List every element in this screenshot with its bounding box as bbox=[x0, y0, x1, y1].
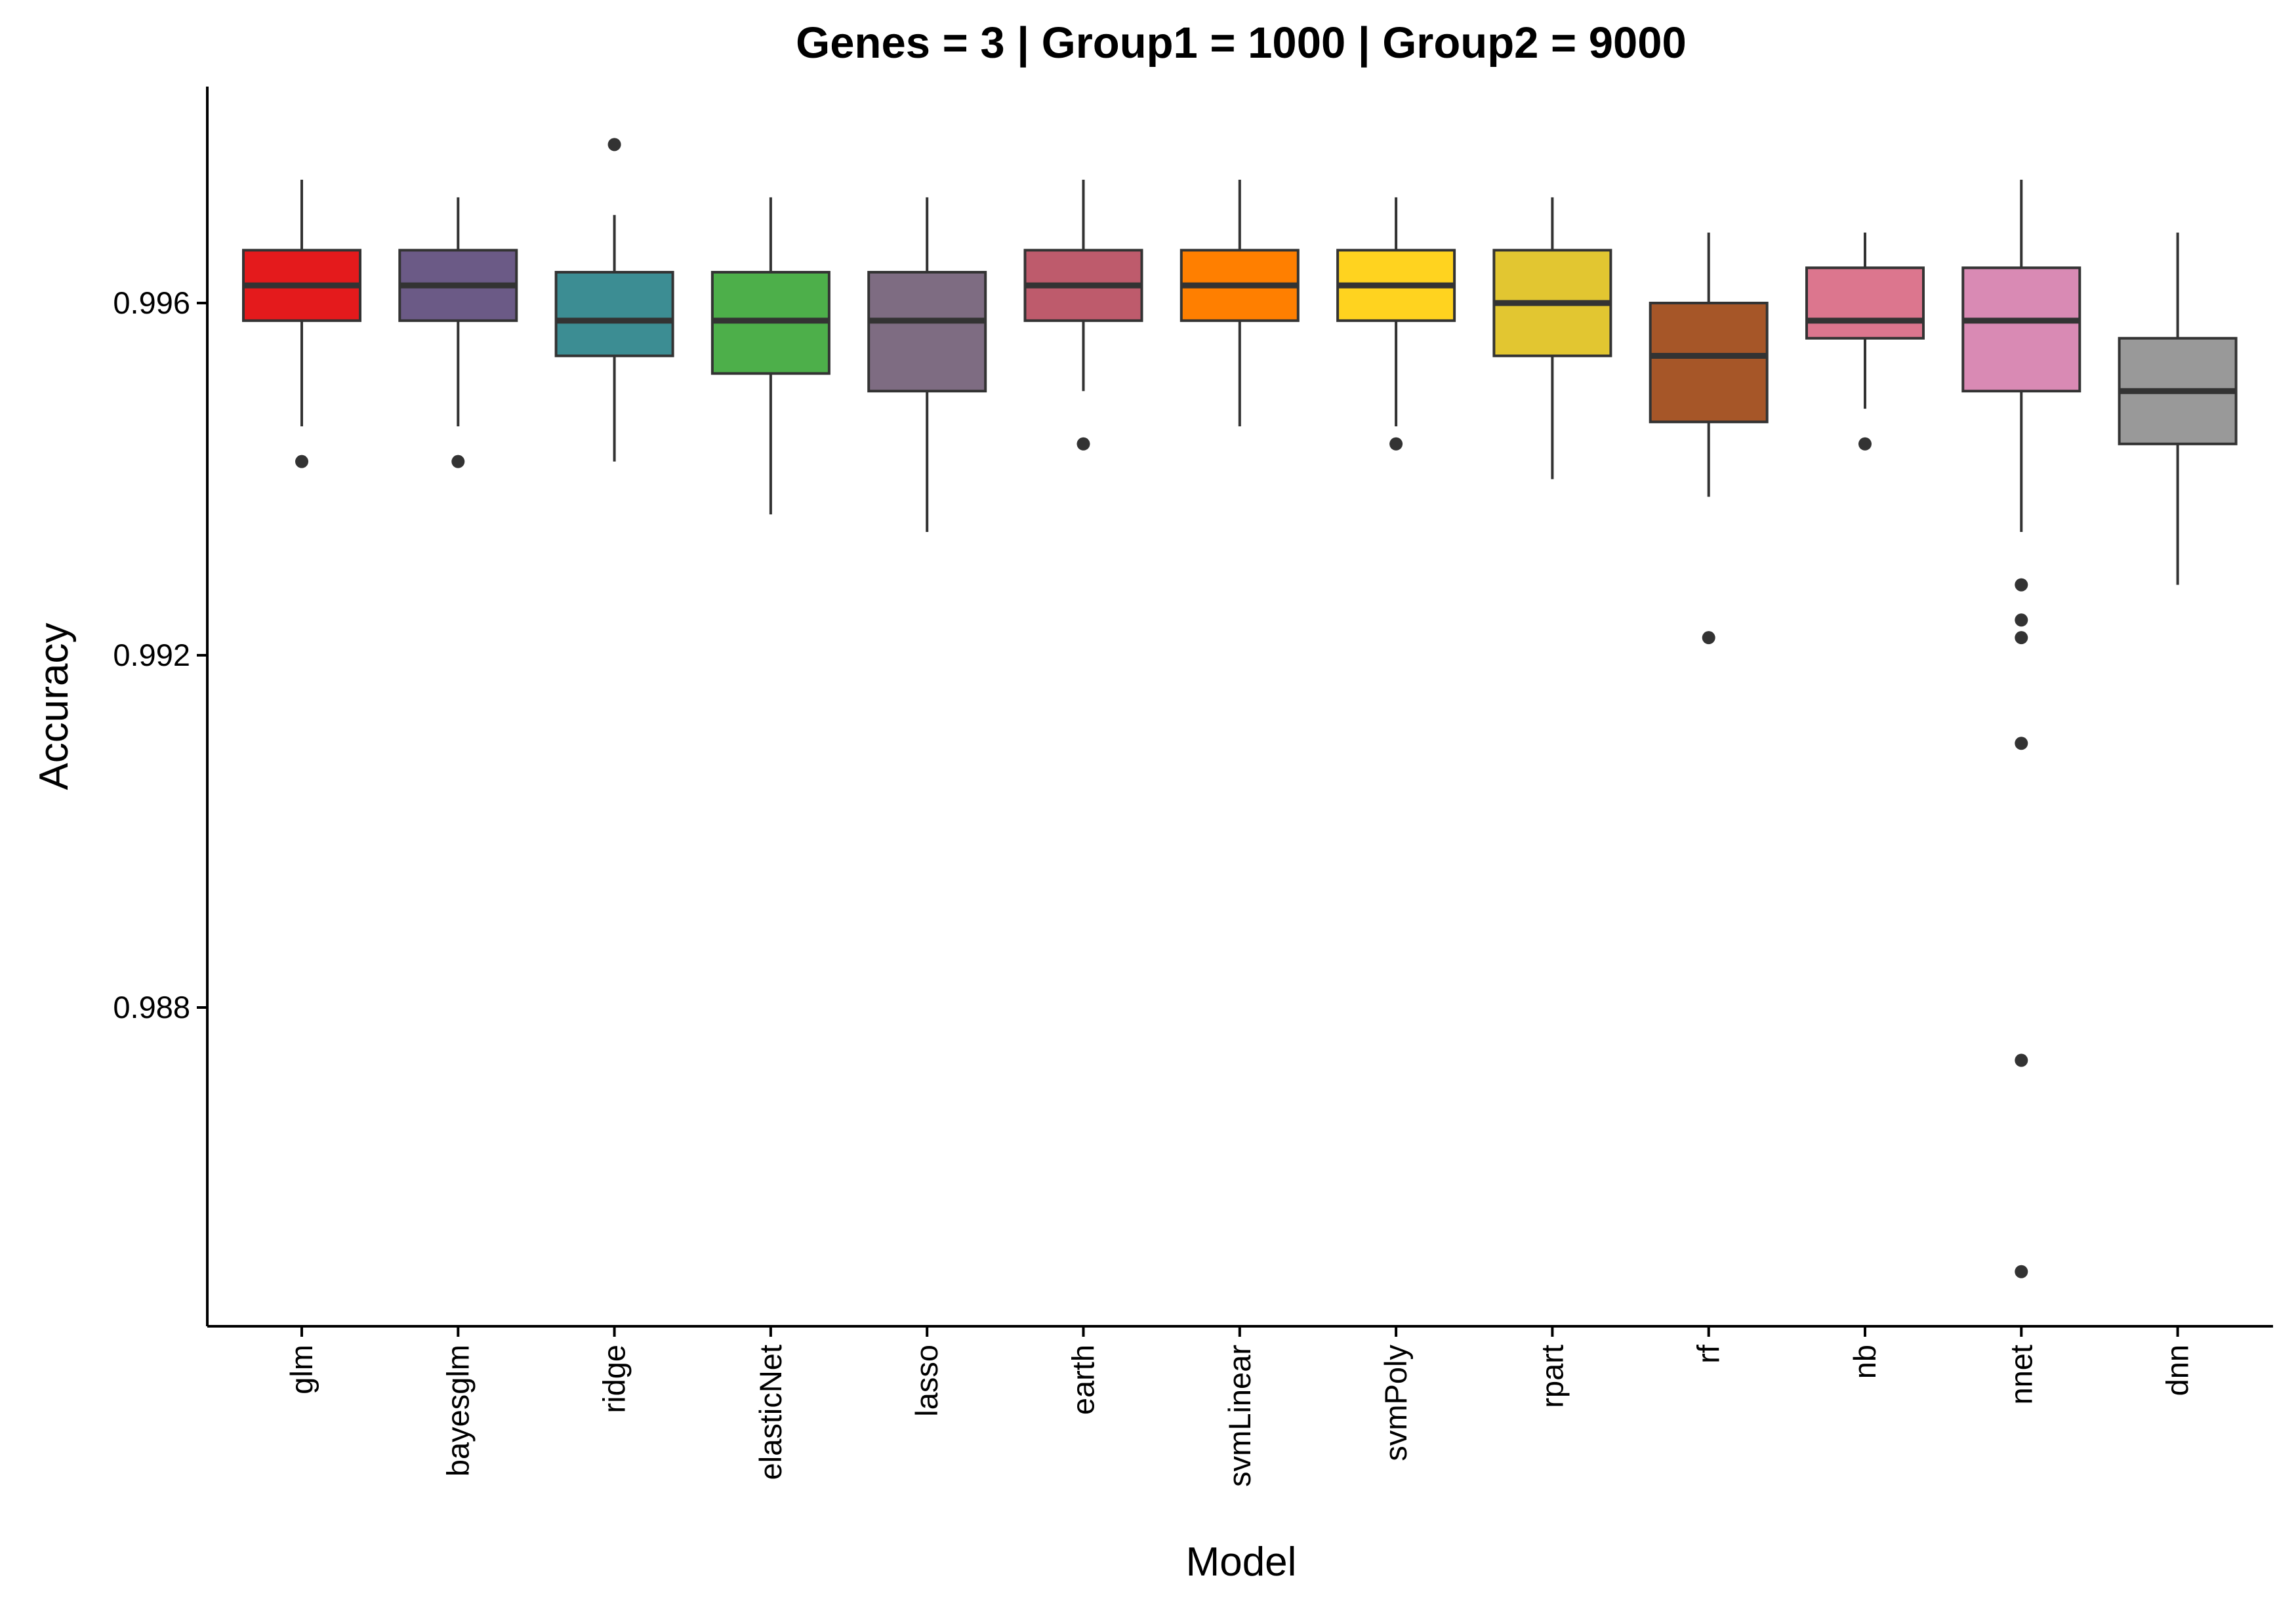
box-rpart bbox=[1492, 197, 1612, 479]
x-axis-title: Model bbox=[1186, 1539, 1297, 1585]
box-svmPoly bbox=[1336, 197, 1456, 451]
outlier-point bbox=[295, 455, 308, 468]
y-axis-ticks: 0.988 0.992 0.996 bbox=[113, 285, 207, 1025]
x-tick-label: nb bbox=[1847, 1345, 1882, 1379]
x-tick-label: ridge bbox=[597, 1345, 632, 1414]
outlier-point bbox=[2015, 737, 2028, 750]
y-tick-label: 0.988 bbox=[113, 990, 190, 1025]
y-tick-label: 0.996 bbox=[113, 285, 190, 320]
box-iqr bbox=[554, 271, 674, 357]
x-axis-ticks: glm bayesglm ridge elasticNet lasso earth svmL… bbox=[284, 1326, 2195, 1487]
box-nb bbox=[1805, 232, 1925, 451]
box-rf bbox=[1649, 232, 1769, 645]
x-tick-label: glm bbox=[284, 1345, 319, 1394]
box-ridge bbox=[554, 138, 674, 462]
outlier-point bbox=[1389, 437, 1403, 451]
box-dnn bbox=[2118, 232, 2238, 585]
outlier-point bbox=[1076, 437, 1090, 451]
x-tick-label: nnet bbox=[2003, 1345, 2038, 1404]
x-tick-label: rf bbox=[1691, 1344, 1726, 1364]
x-tick-label: svmPoly bbox=[1378, 1345, 1413, 1461]
outlier-point bbox=[2015, 1053, 2028, 1067]
y-tick-label: 0.992 bbox=[113, 638, 190, 672]
x-tick-label: lasso bbox=[909, 1345, 944, 1417]
box-svmLinear bbox=[1179, 180, 1300, 426]
x-tick-label: earth bbox=[1066, 1345, 1101, 1415]
x-tick-label: svmLinear bbox=[1222, 1345, 1257, 1487]
outlier-point bbox=[2015, 578, 2028, 592]
y-axis-title: Accuracy bbox=[31, 623, 77, 790]
box-iqr bbox=[1649, 302, 1769, 424]
box-earth bbox=[1023, 180, 1143, 451]
box-iqr bbox=[1961, 266, 2081, 393]
x-tick-label: elasticNet bbox=[753, 1345, 788, 1480]
box-bayesglm bbox=[398, 197, 518, 468]
outlier-point bbox=[607, 138, 621, 152]
outlier-point bbox=[2015, 613, 2028, 627]
x-tick-label: bayesglm bbox=[440, 1345, 475, 1476]
x-tick-label: rpart bbox=[1534, 1345, 1569, 1408]
x-tick-label: dnn bbox=[2160, 1345, 2195, 1396]
outlier-point bbox=[1702, 631, 1715, 645]
box-iqr bbox=[867, 271, 987, 393]
chart-title: Genes = 3 | Group1 = 1000 | Group2 = 900… bbox=[796, 18, 1687, 68]
box-iqr bbox=[1805, 266, 1925, 340]
box-lasso bbox=[867, 197, 987, 533]
outlier-point bbox=[451, 455, 465, 468]
box-nnet bbox=[1961, 180, 2081, 1278]
box-elasticNet bbox=[710, 197, 830, 515]
outlier-point bbox=[2015, 631, 2028, 645]
box-glm bbox=[242, 180, 361, 468]
plot-area bbox=[242, 138, 2238, 1278]
outlier-point bbox=[1858, 437, 1872, 451]
outlier-point bbox=[2015, 1265, 2028, 1278]
